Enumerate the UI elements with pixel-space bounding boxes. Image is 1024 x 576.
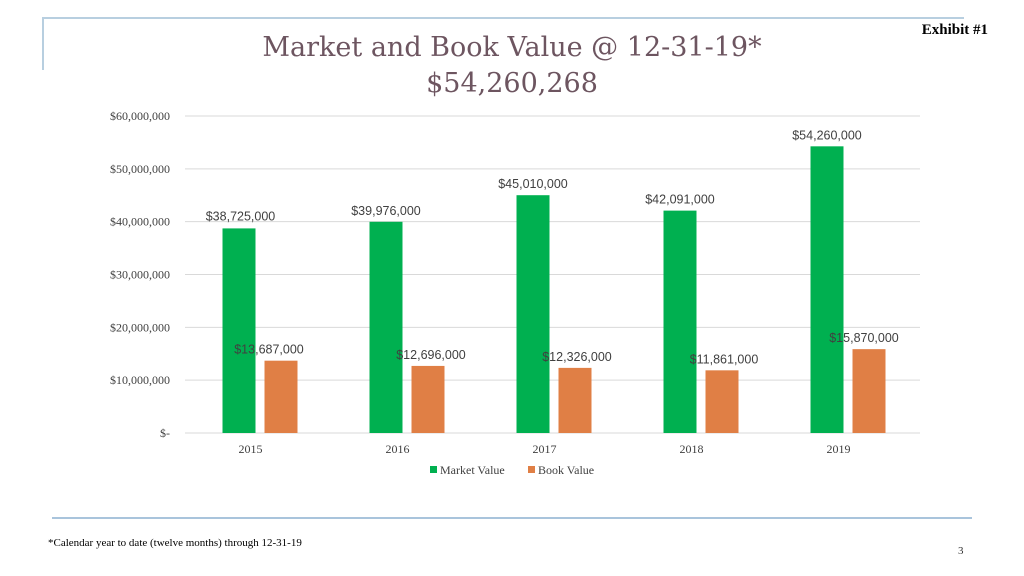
bottom-rule — [52, 517, 972, 519]
y-tick-label: $40,000,000 — [110, 215, 170, 229]
book-value-data-label: $12,326,000 — [542, 350, 612, 364]
market-value-bar — [663, 210, 697, 433]
page-number: 3 — [958, 545, 964, 557]
y-tick-label: $30,000,000 — [110, 268, 170, 282]
market-value-data-label: $45,010,000 — [498, 177, 568, 191]
market-value-data-label: $39,976,000 — [351, 204, 421, 218]
market-value-data-label: $54,260,000 — [792, 128, 862, 142]
legend: Market Value Book Value — [430, 463, 594, 477]
market-value-bar — [369, 221, 403, 433]
book-value-bar — [411, 365, 445, 433]
left-frame-line — [42, 17, 44, 70]
y-tick-label: $10,000,000 — [110, 373, 170, 387]
x-tick-label: 2015 — [239, 442, 263, 456]
legend-swatch-market-value — [430, 466, 437, 473]
y-tick-label: $20,000,000 — [110, 320, 170, 334]
book-value-bar — [264, 360, 298, 433]
book-value-bar — [852, 349, 886, 433]
book-value-data-label: $12,696,000 — [396, 348, 466, 362]
book-value-bar — [705, 370, 739, 433]
x-axis: 2015 2016 2017 2018 2019 — [239, 442, 851, 456]
chart-title-line-2: $54,260,268 — [426, 68, 598, 99]
chart-title-line-1: Market and Book Value @ 12-31-19* — [262, 32, 762, 63]
bars — [222, 146, 886, 433]
data-labels: $38,725,000 $13,687,000 $39,976,000 $12,696… — [206, 128, 899, 366]
x-tick-label: 2018 — [680, 442, 704, 456]
book-value-data-label: $11,861,000 — [690, 352, 759, 366]
top-frame-line — [42, 17, 964, 19]
legend-label-market-value: Market Value — [440, 463, 505, 477]
x-tick-label: 2019 — [827, 442, 851, 456]
market-value-bar — [222, 228, 256, 433]
y-tick-label: $50,000,000 — [110, 162, 170, 176]
y-axis: $- $10,000,000 $20,000,000 $30,000,000 $40,0… — [110, 109, 170, 440]
book-value-bar — [558, 367, 592, 433]
market-value-data-label: $38,725,000 — [206, 209, 276, 223]
footnote: *Calendar year to date (twelve months) t… — [48, 537, 302, 549]
book-value-data-label: $13,687,000 — [234, 343, 304, 357]
market-value-data-label: $42,091,000 — [645, 193, 715, 207]
y-tick-label: $- — [160, 426, 170, 440]
y-tick-label: $60,000,000 — [110, 109, 170, 123]
exhibit-label: Exhibit #1 — [921, 22, 988, 38]
market-value-bar — [810, 146, 844, 433]
x-tick-label: 2017 — [533, 442, 557, 456]
gridlines — [185, 115, 920, 434]
bar-chart: $- $10,000,000 $20,000,000 $30,000,000 $40,0… — [110, 109, 920, 477]
x-tick-label: 2016 — [386, 442, 410, 456]
legend-label-book-value: Book Value — [538, 463, 594, 477]
legend-swatch-book-value — [528, 466, 535, 473]
market-value-bar — [516, 195, 550, 433]
book-value-data-label: $15,870,000 — [829, 331, 899, 345]
chart-title: Market and Book Value @ 12-31-19* $54,26… — [0, 30, 1024, 102]
